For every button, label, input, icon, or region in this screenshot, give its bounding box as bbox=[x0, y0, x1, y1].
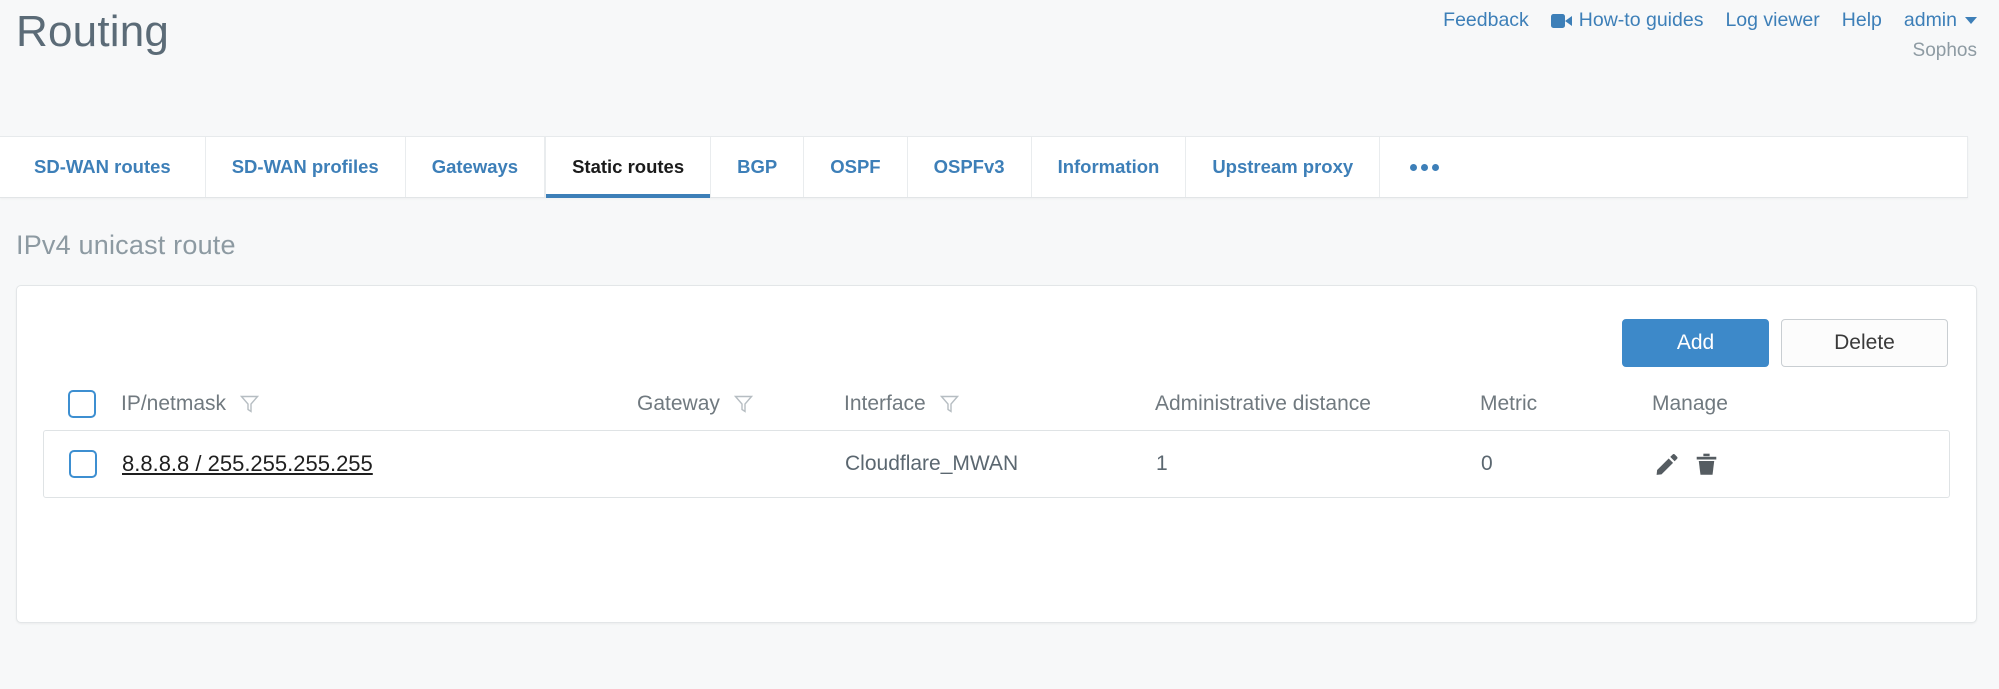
help-label: Help bbox=[1841, 9, 1882, 31]
tab-static-routes[interactable]: Static routes bbox=[545, 137, 712, 198]
column-header-administrative-distance: Administrative distance bbox=[1155, 392, 1480, 416]
column-header-ip-netmask: IP/netmask bbox=[121, 392, 637, 416]
tab-bar-spacer bbox=[1469, 137, 1968, 197]
row-checkbox[interactable] bbox=[69, 450, 97, 478]
admin-menu[interactable]: admin bbox=[1893, 9, 1977, 31]
tab-label: Gateways bbox=[431, 156, 519, 177]
column-label: Manage bbox=[1652, 392, 1728, 415]
column-label: Gateway bbox=[637, 392, 720, 415]
filter-icon[interactable] bbox=[939, 394, 959, 414]
tab-label: OSPF bbox=[830, 156, 881, 177]
cell-administrative-distance: 1 bbox=[1156, 452, 1168, 475]
table-header-row: IP/netmask Gateway Interface Administrat… bbox=[43, 378, 1950, 430]
tab-sd-wan-profiles[interactable]: SD-WAN profiles bbox=[206, 137, 406, 197]
cell-interface: Cloudflare_MWAN bbox=[845, 452, 1019, 475]
video-camera-icon bbox=[1550, 13, 1572, 28]
column-header-interface: Interface bbox=[844, 392, 1155, 416]
how-to-guides-label: How-to guides bbox=[1578, 9, 1704, 31]
column-label: Interface bbox=[844, 392, 926, 415]
tab-sd-wan-routes[interactable]: SD-WAN routes bbox=[0, 137, 206, 197]
tab-label: BGP bbox=[737, 156, 778, 177]
delete-button[interactable]: Delete bbox=[1781, 319, 1948, 367]
tab-ospfv3[interactable]: OSPFv3 bbox=[908, 137, 1032, 197]
filter-icon[interactable] bbox=[240, 394, 260, 414]
ipv4-unicast-route-panel: Add Delete IP/netmask Gateway Interfac bbox=[16, 285, 1977, 623]
ip-netmask-link[interactable]: 8.8.8.8 / 255.255.255.255 bbox=[122, 451, 373, 476]
cell-ip-netmask: 8.8.8.8 / 255.255.255.255 bbox=[122, 451, 638, 477]
tab-upstream-proxy[interactable]: Upstream proxy bbox=[1186, 137, 1381, 197]
how-to-guides-link[interactable]: How-to guides bbox=[1540, 9, 1715, 31]
column-header-gateway: Gateway bbox=[637, 392, 844, 416]
tab-label: Information bbox=[1057, 156, 1160, 177]
header-links: Feedback How-to guides Log viewer Help a… bbox=[1432, 9, 1977, 31]
tab-label: OSPFv3 bbox=[933, 156, 1005, 177]
ellipsis-icon bbox=[1410, 163, 1440, 171]
tab-label: SD-WAN routes bbox=[34, 156, 171, 177]
tab-gateways[interactable]: Gateways bbox=[406, 137, 546, 197]
cell-metric: 0 bbox=[1481, 452, 1493, 475]
table-row[interactable]: 8.8.8.8 / 255.255.255.255 Cloudflare_MWA… bbox=[43, 430, 1950, 498]
tab-bgp[interactable]: BGP bbox=[711, 137, 805, 197]
select-all-checkbox[interactable] bbox=[68, 390, 96, 418]
manage-actions bbox=[1653, 451, 1719, 477]
tab-overflow-menu-button[interactable] bbox=[1380, 137, 1469, 197]
filter-icon[interactable] bbox=[733, 394, 753, 414]
column-header-manage: Manage bbox=[1652, 392, 1950, 416]
delete-icon[interactable] bbox=[1693, 451, 1719, 477]
feedback-link[interactable]: Feedback bbox=[1432, 9, 1540, 31]
tab-label: SD-WAN profiles bbox=[231, 156, 379, 177]
cell-manage bbox=[1653, 451, 1949, 477]
section-title: IPv4 unicast route bbox=[16, 230, 236, 260]
tab-label: Static routes bbox=[572, 156, 685, 177]
log-viewer-link[interactable]: Log viewer bbox=[1714, 9, 1830, 31]
column-header-metric: Metric bbox=[1480, 392, 1652, 416]
static-routes-table: IP/netmask Gateway Interface Administrat… bbox=[43, 378, 1950, 498]
column-label: Metric bbox=[1480, 392, 1538, 415]
tab-label: Upstream proxy bbox=[1212, 156, 1354, 177]
chevron-down-icon bbox=[1965, 17, 1977, 25]
feedback-label: Feedback bbox=[1443, 9, 1529, 31]
tab-information[interactable]: Information bbox=[1032, 137, 1187, 197]
log-viewer-label: Log viewer bbox=[1725, 9, 1820, 31]
add-button[interactable]: Add bbox=[1622, 319, 1769, 367]
help-link[interactable]: Help bbox=[1831, 9, 1893, 31]
select-all-cell bbox=[43, 390, 121, 418]
organization-name: Sophos bbox=[1912, 40, 1977, 61]
row-select-cell bbox=[44, 450, 122, 478]
edit-icon[interactable] bbox=[1653, 451, 1679, 477]
admin-label: admin bbox=[1903, 9, 1957, 31]
tab-bar: SD-WAN routes SD-WAN profiles Gateways S… bbox=[0, 136, 1968, 198]
column-label: Administrative distance bbox=[1155, 392, 1371, 415]
page-header: Routing Feedback How-to guides Log viewe… bbox=[0, 0, 1999, 136]
column-label: IP/netmask bbox=[121, 392, 227, 415]
panel-actions: Add Delete bbox=[1622, 319, 1948, 367]
tab-ospf[interactable]: OSPF bbox=[804, 137, 908, 197]
page-title: Routing bbox=[16, 7, 170, 56]
